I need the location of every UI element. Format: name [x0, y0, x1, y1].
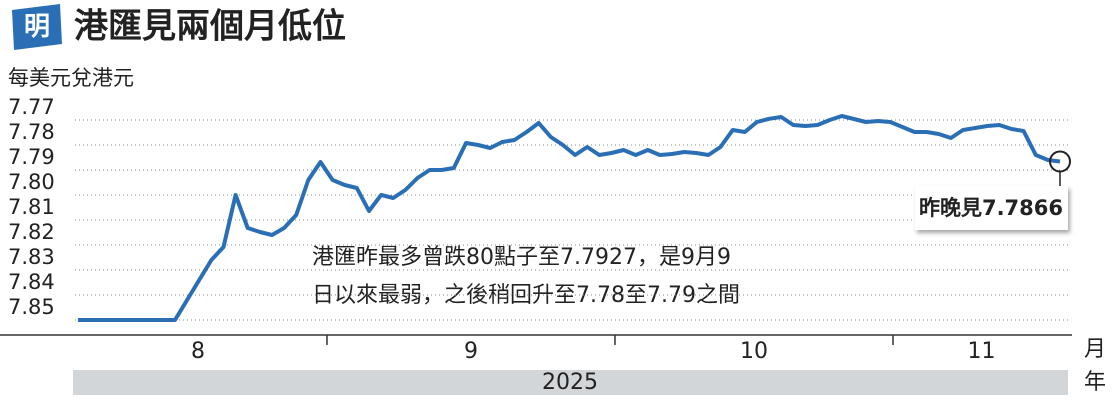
logo: 明 — [24, 12, 50, 42]
y-tick-label: 7.77 — [8, 95, 55, 119]
y-tick-label: 7.81 — [8, 195, 55, 219]
y-tick-label: 7.84 — [8, 270, 55, 294]
year-unit: 年 — [1084, 370, 1106, 395]
y-axis-label: 每美元兌港元 — [8, 66, 134, 90]
x-tick-label: 10 — [740, 339, 768, 364]
year-bar — [73, 370, 1068, 395]
logo-badge — [12, 4, 62, 50]
callout-box — [915, 186, 1068, 230]
y-tick-label: 7.85 — [8, 295, 55, 319]
line-series — [78, 114, 1061, 322]
y-tick-label: 7.83 — [8, 245, 55, 269]
x-tick-label: 11 — [968, 339, 996, 364]
chart-title: 港匯見兩個月低位 — [74, 7, 346, 47]
y-tick-label: 7.82 — [8, 220, 55, 244]
annotation: 港匯昨最多曾跌80點子至7.7927，是9月9 — [312, 245, 731, 270]
y-tick-label: 7.78 — [8, 120, 55, 144]
year-label: 2025 — [542, 370, 598, 395]
y-tick-label: 7.80 — [8, 170, 55, 194]
x-tick-label: 8 — [191, 339, 205, 364]
last-point — [1049, 150, 1071, 173]
y-tick-label: 7.79 — [8, 145, 55, 169]
x-tick-label: 9 — [464, 339, 478, 364]
callout-text: 昨晚見7.7866 — [919, 196, 1063, 220]
month-unit: 月 — [1084, 337, 1106, 362]
